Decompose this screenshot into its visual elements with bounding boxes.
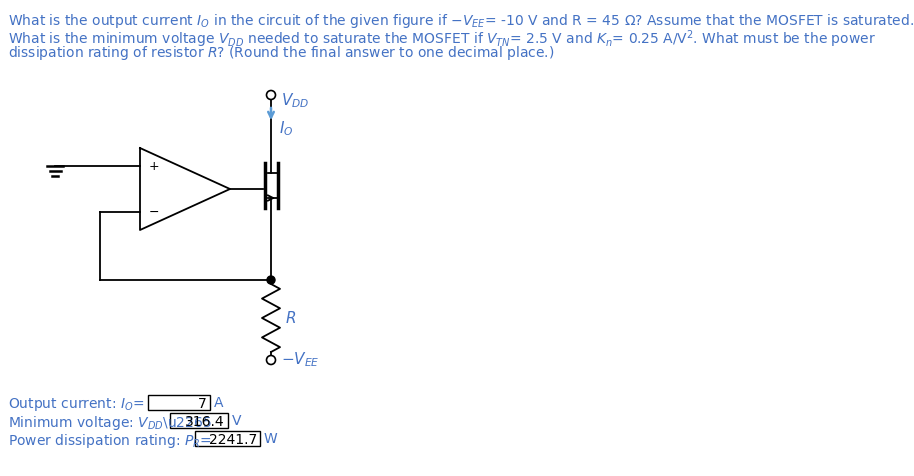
Text: Minimum voltage: $V_{DD}$\u2265: Minimum voltage: $V_{DD}$\u2265 xyxy=(8,414,213,432)
Text: dissipation rating of resistor $R$? (Round the final answer to one decimal place: dissipation rating of resistor $R$? (Rou… xyxy=(8,44,555,62)
Text: 7: 7 xyxy=(198,397,207,411)
Text: $-V_{EE}$: $-V_{EE}$ xyxy=(281,351,320,369)
Bar xyxy=(195,431,260,446)
Text: W: W xyxy=(264,432,278,446)
Text: What is the minimum voltage $V_{DD}$ needed to saturate the MOSFET if $V_{TN}$= : What is the minimum voltage $V_{DD}$ nee… xyxy=(8,28,876,50)
Text: +: + xyxy=(149,159,159,172)
Text: 2241.7: 2241.7 xyxy=(208,433,257,447)
Circle shape xyxy=(267,276,275,284)
Text: Power dissipation rating: $\mathit{P_R}$=: Power dissipation rating: $\mathit{P_R}$… xyxy=(8,432,214,450)
Text: 316.4: 316.4 xyxy=(186,415,225,429)
Text: $V_{DD}$: $V_{DD}$ xyxy=(281,91,309,109)
Text: A: A xyxy=(214,396,224,410)
Text: Output current: $\mathit{I_O}$=: Output current: $\mathit{I_O}$= xyxy=(8,396,146,413)
Text: $I_O$: $I_O$ xyxy=(279,119,293,138)
Text: $R$: $R$ xyxy=(285,310,296,326)
Text: What is the output current $\mathit{I_O}$ in the circuit of the given figure if : What is the output current $\mathit{I_O}… xyxy=(8,12,914,30)
Text: V: V xyxy=(232,414,241,428)
Text: −: − xyxy=(149,206,159,218)
Bar xyxy=(148,395,210,410)
Bar xyxy=(170,413,228,428)
